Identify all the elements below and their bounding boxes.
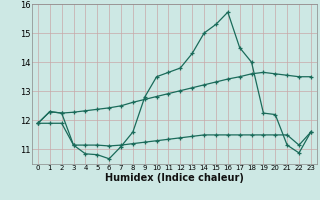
X-axis label: Humidex (Indice chaleur): Humidex (Indice chaleur) bbox=[105, 173, 244, 183]
